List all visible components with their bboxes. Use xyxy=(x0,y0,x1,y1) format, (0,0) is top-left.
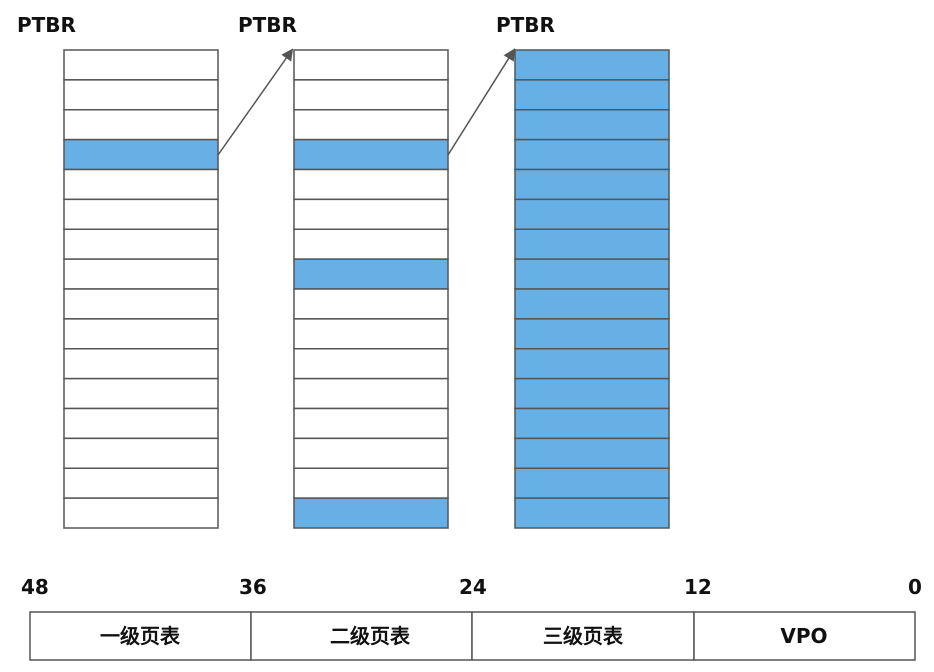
table-3-entry-3-highlighted xyxy=(514,109,670,141)
field-label-vpo: VPO xyxy=(780,624,827,648)
table-1-entry-7 xyxy=(63,228,219,260)
table-1-entry-5 xyxy=(63,168,219,201)
table-1-entry-8 xyxy=(63,258,219,290)
table-1-entry-16 xyxy=(63,497,219,529)
table-3-entry-5-highlighted xyxy=(514,168,670,201)
field-label-vpn3: 三级页表 xyxy=(543,624,624,648)
field-box-vpn2 xyxy=(250,611,473,661)
table-3-entry-12-highlighted xyxy=(514,377,670,410)
table-1-entry-6 xyxy=(63,198,219,231)
table-2-entry-10 xyxy=(293,318,449,350)
table-1-entry-14 xyxy=(63,437,219,470)
table-1-entry-15 xyxy=(63,467,219,499)
table-1-entry-4-highlighted xyxy=(63,138,219,171)
table-2-entry-13 xyxy=(293,407,449,440)
table-1-entry-10 xyxy=(63,318,219,350)
bit-label-48: 48 xyxy=(21,575,49,599)
ptbr-label-1: PTBR xyxy=(17,13,76,37)
table-2-entry-6 xyxy=(293,198,449,231)
table-3-entry-1-highlighted xyxy=(514,49,670,81)
table-3-entry-4-highlighted xyxy=(514,138,670,171)
table-3-entry-6-highlighted xyxy=(514,198,670,231)
table-3-entry-16-highlighted xyxy=(514,497,670,529)
table-2-entry-2 xyxy=(293,79,449,111)
table-2-entry-4-highlighted xyxy=(293,138,449,171)
bit-label-12: 12 xyxy=(684,575,712,599)
bit-label-36: 36 xyxy=(239,575,267,599)
table-2-entry-1 xyxy=(293,49,449,81)
table-2-entry-16-highlighted xyxy=(293,497,449,529)
bit-label-0: 0 xyxy=(908,575,922,599)
table-1-entry-3 xyxy=(63,109,219,141)
table-2-entry-12 xyxy=(293,377,449,410)
table-2-entry-7 xyxy=(293,228,449,260)
table-3-entry-8-highlighted xyxy=(514,258,670,290)
level-2-page-table xyxy=(293,49,449,529)
table-2-entry-15 xyxy=(293,467,449,499)
ptbr-label-3: PTBR xyxy=(496,13,555,37)
table-1-entry-1 xyxy=(63,49,219,81)
table-2-entry-3 xyxy=(293,109,449,141)
table-2-entry-14 xyxy=(293,437,449,470)
table-3-entry-15-highlighted xyxy=(514,467,670,499)
table-1-entry-9 xyxy=(63,288,219,320)
table-2-entry-8-highlighted xyxy=(293,258,449,290)
level-3-page-table xyxy=(514,49,670,529)
level-1-page-table xyxy=(63,49,219,529)
table-3-entry-2-highlighted xyxy=(514,79,670,111)
table-3-entry-13-highlighted xyxy=(514,407,670,440)
field-box-vpn1 xyxy=(29,611,252,661)
table-2-entry-9 xyxy=(293,288,449,320)
table-3-entry-10-highlighted xyxy=(514,318,670,350)
table-1-entry-13 xyxy=(63,407,219,440)
pointer-arrow-2 xyxy=(447,48,516,156)
bit-label-24: 24 xyxy=(459,575,487,599)
table-2-entry-5 xyxy=(293,168,449,201)
table-3-entry-9-highlighted xyxy=(514,288,670,320)
field-box-vpo xyxy=(693,611,916,661)
table-3-entry-7-highlighted xyxy=(514,228,670,260)
table-1-entry-2 xyxy=(63,79,219,111)
field-label-vpn1: 一级页表 xyxy=(100,624,181,648)
field-label-vpn2: 二级页表 xyxy=(330,624,411,648)
table-3-entry-14-highlighted xyxy=(514,437,670,470)
field-box-vpn3 xyxy=(471,611,695,661)
pointer-arrow-1 xyxy=(217,48,294,156)
ptbr-label-2: PTBR xyxy=(238,13,297,37)
table-2-entry-11 xyxy=(293,348,449,380)
table-3-entry-11-highlighted xyxy=(514,348,670,380)
table-1-entry-12 xyxy=(63,377,219,410)
table-1-entry-11 xyxy=(63,348,219,380)
virtual-address-bar: 一级页表 二级页表 三级页表 VPO xyxy=(29,611,916,661)
